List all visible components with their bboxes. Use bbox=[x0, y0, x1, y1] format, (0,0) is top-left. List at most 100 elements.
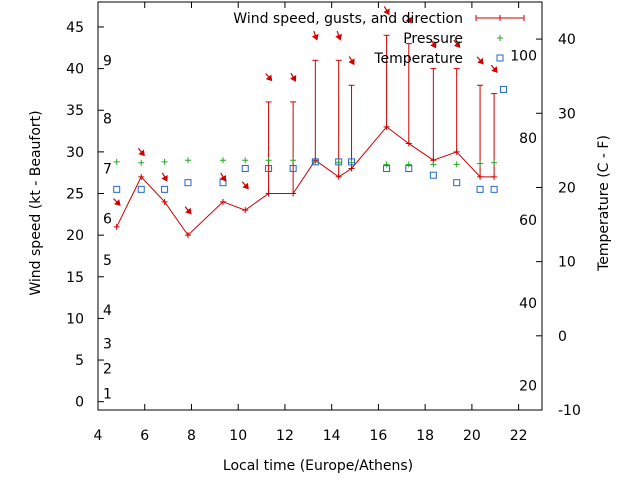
beaufort-label: 4 bbox=[103, 303, 112, 319]
direction-arrowhead bbox=[453, 41, 461, 48]
x-tick-label: 10 bbox=[229, 428, 247, 444]
x-tick-label: 20 bbox=[463, 428, 481, 444]
temperature-point bbox=[405, 165, 413, 173]
beaufort-label: 3 bbox=[103, 336, 112, 352]
y-tick-label: 45 bbox=[66, 20, 84, 36]
pressure-point bbox=[477, 160, 484, 167]
temperature-point bbox=[137, 185, 145, 193]
pressure-point bbox=[220, 157, 227, 164]
pressure-point bbox=[184, 157, 191, 164]
beaufort-label: 2 bbox=[103, 361, 112, 377]
y2-tick-label: -10 bbox=[558, 403, 581, 419]
x-axis-label: Local time (Europe/Athens) bbox=[223, 458, 413, 474]
direction-arrowhead bbox=[219, 174, 227, 182]
wind-point bbox=[491, 173, 498, 180]
legend: Wind speed, gusts, and direction Pressure… bbox=[233, 11, 525, 67]
temperature-point bbox=[241, 165, 249, 173]
x-tick-label: 14 bbox=[323, 428, 341, 444]
wind-point bbox=[383, 123, 390, 130]
wind-point bbox=[348, 165, 355, 172]
fahrenheit-label: 100 bbox=[510, 48, 537, 64]
x-tick-label: 22 bbox=[510, 428, 528, 444]
y2-axis-label: Temperature (C - F) bbox=[596, 135, 612, 272]
x-tick-label: 4 bbox=[94, 428, 103, 444]
legend-label-temperature: Temperature bbox=[373, 51, 463, 67]
pressure-point bbox=[242, 157, 249, 164]
direction-arrowhead bbox=[289, 75, 297, 82]
direction-arrows bbox=[113, 6, 498, 215]
y-tick-label: 0 bbox=[75, 395, 84, 411]
pressure-point bbox=[161, 158, 168, 165]
y-tick-label: 25 bbox=[66, 187, 84, 203]
legend-swatch-temperature bbox=[496, 54, 504, 62]
wind-point bbox=[220, 198, 227, 205]
y-axis-label: Wind speed (kt - Beaufort) bbox=[28, 110, 44, 295]
wind-point bbox=[453, 148, 460, 155]
legend-label-pressure: Pressure bbox=[403, 31, 463, 47]
x-axis-ticks: 4 6 8 10 12 14 16 18 20 22 bbox=[94, 2, 528, 444]
wind-point bbox=[265, 190, 272, 197]
temperature-point bbox=[289, 165, 297, 173]
direction-arrowhead bbox=[311, 33, 319, 41]
temperature-series bbox=[113, 85, 507, 193]
temperature-point bbox=[335, 158, 343, 166]
fahrenheit-labels: 20 40 60 80 100 bbox=[510, 48, 537, 394]
temperature-point bbox=[265, 165, 273, 173]
direction-arrowhead bbox=[383, 8, 390, 16]
y2-tick-label: 40 bbox=[558, 32, 576, 48]
y-tick-label: 10 bbox=[66, 311, 84, 327]
pressure-point bbox=[405, 161, 412, 168]
pressure-point bbox=[491, 159, 498, 166]
temperature-point bbox=[490, 185, 498, 193]
wind-speed-line bbox=[116, 126, 495, 236]
beaufort-label: 8 bbox=[103, 112, 112, 128]
direction-arrowhead bbox=[185, 207, 192, 215]
direction-arrowhead bbox=[477, 57, 484, 65]
x-tick-label: 12 bbox=[276, 428, 294, 444]
direction-arrowhead bbox=[242, 182, 249, 190]
wind-point bbox=[138, 173, 145, 180]
fahrenheit-label: 20 bbox=[519, 379, 537, 395]
wind-point bbox=[161, 198, 168, 205]
direction-arrowhead bbox=[491, 66, 498, 73]
temperature-point bbox=[311, 158, 319, 166]
x-tick-label: 16 bbox=[370, 428, 388, 444]
plot-frame bbox=[97, 1, 543, 411]
wind-point bbox=[242, 207, 249, 214]
pressure-point bbox=[290, 157, 297, 164]
temperature-point bbox=[184, 179, 192, 187]
direction-arrowhead bbox=[348, 58, 355, 66]
fahrenheit-label: 60 bbox=[519, 213, 537, 229]
temperature-point bbox=[348, 158, 356, 166]
wind-point bbox=[113, 223, 120, 230]
y-tick-label: 30 bbox=[66, 145, 84, 161]
direction-arrowhead bbox=[405, 16, 412, 24]
pressure-point bbox=[138, 159, 145, 166]
direction-arrowhead bbox=[430, 41, 437, 49]
temperature-point bbox=[161, 185, 169, 193]
pressure-series bbox=[113, 157, 498, 168]
direction-arrowhead bbox=[161, 174, 168, 182]
pressure-point bbox=[453, 161, 460, 168]
wind-series bbox=[113, 123, 498, 239]
temperature-point bbox=[499, 85, 507, 93]
direction-arrowhead bbox=[335, 33, 343, 41]
y-tick-label: 5 bbox=[75, 353, 84, 369]
wind-point bbox=[405, 140, 412, 147]
beaufort-label: 6 bbox=[103, 211, 112, 227]
pressure-point bbox=[383, 161, 390, 168]
direction-arrowhead bbox=[265, 74, 273, 82]
pressure-point bbox=[312, 158, 319, 165]
beaufort-label: 1 bbox=[103, 386, 112, 402]
pressure-point bbox=[430, 161, 437, 168]
fahrenheit-label: 40 bbox=[519, 296, 537, 312]
y-tick-label: 15 bbox=[66, 270, 84, 286]
x-tick-label: 18 bbox=[416, 428, 434, 444]
temperature-point bbox=[476, 185, 484, 193]
legend-swatch-pressure bbox=[497, 35, 503, 41]
direction-arrowhead bbox=[114, 199, 121, 206]
temperature-point bbox=[383, 165, 391, 173]
y-tick-label: 35 bbox=[66, 103, 84, 119]
y2-axis-ticks: -10 0 10 20 30 40 bbox=[536, 32, 581, 419]
y-axis-ticks: 0 5 10 15 20 25 30 35 40 45 bbox=[66, 20, 104, 411]
